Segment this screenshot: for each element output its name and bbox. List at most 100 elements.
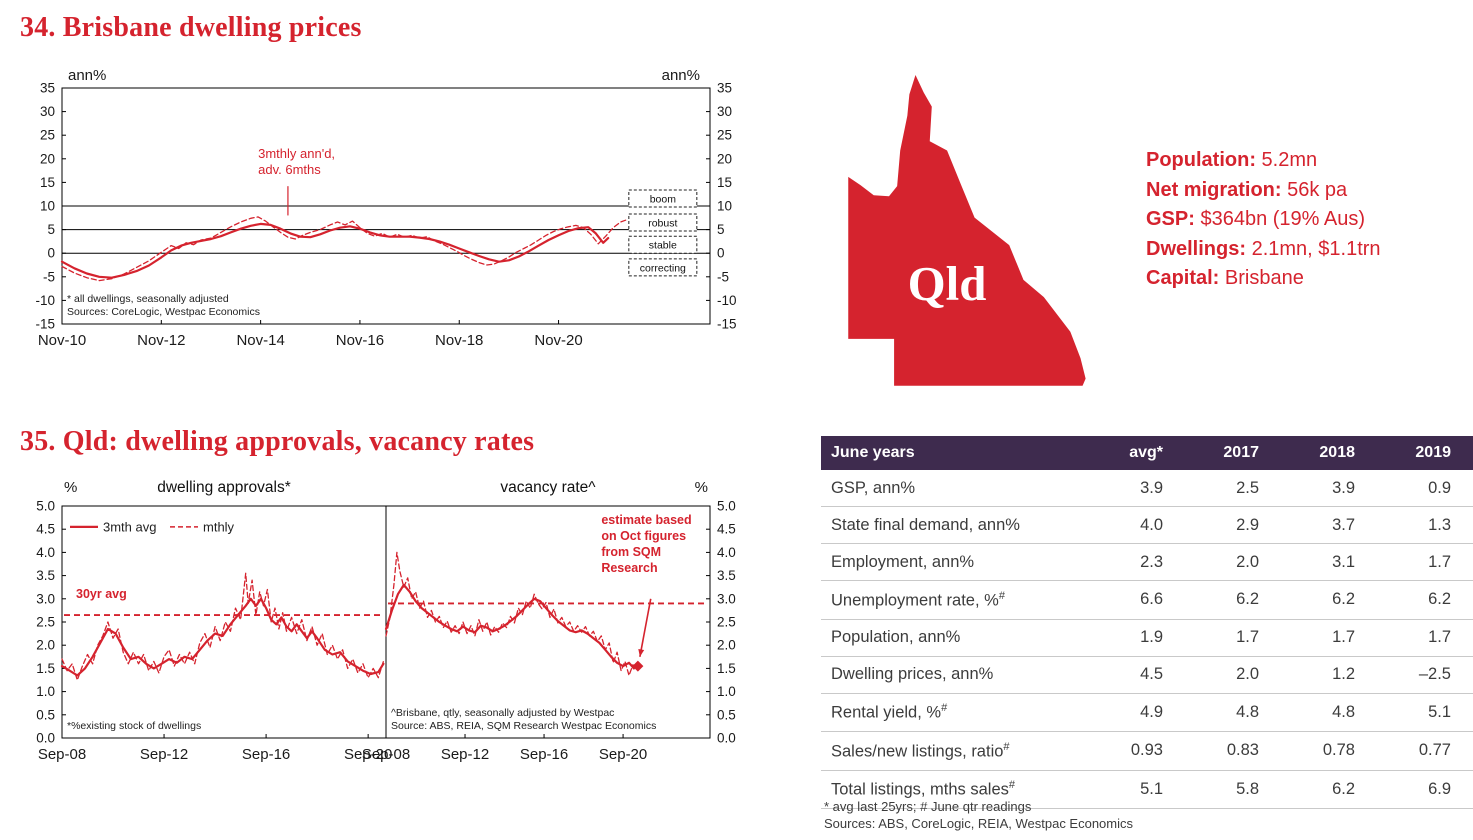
stat-line: Dwellings: 2.1mn, $1.1trn — [1146, 235, 1381, 265]
row-label: Population, ann% — [821, 619, 1075, 657]
row-value: 4.8 — [1171, 693, 1267, 732]
svg-text:on Oct figures: on Oct figures — [601, 529, 686, 543]
svg-text:Sep-12: Sep-12 — [441, 746, 489, 763]
svg-text:1.0: 1.0 — [36, 684, 55, 699]
svg-text:-5: -5 — [43, 269, 55, 284]
row-value: 2.0 — [1171, 543, 1267, 581]
column-header: 2019 — [1363, 436, 1459, 470]
row-value: 6.2 — [1171, 580, 1267, 620]
zone-label-box — [628, 235, 698, 254]
stat-line: Net migration: 56k pa — [1146, 176, 1381, 206]
svg-text:5.0: 5.0 — [36, 499, 55, 514]
row-value: 5.1 — [1363, 693, 1459, 732]
svg-text:Nov-18: Nov-18 — [435, 332, 483, 349]
row-value: 3.9 — [1075, 470, 1171, 507]
column-header: avg* — [1075, 436, 1171, 470]
stat-line: GSP: $364bn (19% Aus) — [1146, 205, 1381, 235]
row-value: 1.7 — [1363, 543, 1459, 581]
svg-text:2.0: 2.0 — [717, 638, 736, 653]
svg-text:3mth avg: 3mth avg — [103, 519, 156, 534]
svg-text:3mthly ann'd,: 3mthly ann'd, — [258, 146, 335, 161]
qld-map: Qld — [848, 75, 1086, 386]
svg-text:1.5: 1.5 — [717, 661, 736, 676]
row-value: 0.93 — [1075, 731, 1171, 771]
svg-text:0: 0 — [47, 246, 55, 261]
row-value: 5.1 — [1075, 770, 1171, 809]
svg-text:adv. 6mths: adv. 6mths — [258, 162, 321, 177]
svg-text:30: 30 — [40, 104, 55, 119]
row-value: 2.5 — [1171, 470, 1267, 507]
svg-text:20: 20 — [40, 151, 55, 166]
svg-text:5: 5 — [47, 222, 55, 237]
row-value: 1.7 — [1363, 619, 1459, 657]
svg-text:Nov-20: Nov-20 — [534, 332, 582, 349]
svg-text:Nov-12: Nov-12 — [137, 332, 185, 349]
row-value: 0.83 — [1171, 731, 1267, 771]
stat-label: GSP: — [1146, 208, 1201, 230]
svg-text:3.5: 3.5 — [717, 568, 736, 583]
row-value: 1.3 — [1363, 506, 1459, 544]
row-value: 4.8 — [1267, 693, 1363, 732]
row-label: Total listings, mths sales# — [821, 770, 1075, 809]
dashed-series-line — [61, 216, 627, 282]
svg-text:0.5: 0.5 — [36, 707, 55, 722]
svg-text:Sep-16: Sep-16 — [242, 746, 290, 763]
svg-text:2.5: 2.5 — [36, 615, 55, 630]
column-header: latest^ — [1459, 436, 1473, 470]
row-value: 2.3 — [1075, 543, 1171, 581]
svg-text:*%existing stock of dwellings: *%existing stock of dwellings — [67, 720, 201, 732]
row-label: Employment, ann% — [821, 543, 1075, 581]
column-header: 2018 — [1267, 436, 1363, 470]
row-value: 4.9 — [1075, 693, 1171, 732]
svg-text:Sep-12: Sep-12 — [140, 746, 188, 763]
row-value: 1.7 — [1267, 619, 1363, 657]
svg-text:0.0: 0.0 — [36, 731, 55, 746]
svg-text:mthly: mthly — [203, 519, 235, 534]
svg-text:-10: -10 — [717, 293, 737, 308]
svg-text:25: 25 — [717, 128, 732, 143]
row-value: 0.78 — [1267, 731, 1363, 771]
solid-series-line — [60, 597, 385, 677]
row-value: 0.77 — [1363, 731, 1459, 771]
svg-text:Sep-08: Sep-08 — [38, 746, 86, 763]
svg-text:-15: -15 — [35, 317, 55, 332]
stat-line: Capital: Brisbane — [1146, 264, 1381, 294]
svg-text:robust: robust — [648, 218, 677, 230]
svg-text:5.0: 5.0 — [717, 499, 736, 514]
row-value: 5.3 — [1459, 693, 1473, 732]
row-value: 1.2 — [1267, 656, 1363, 694]
svg-text:3.0: 3.0 — [36, 591, 55, 606]
svg-text:%: % — [64, 479, 77, 496]
row-value: 1.9 — [1075, 619, 1171, 657]
zone-label-box — [628, 213, 698, 232]
svg-text:Sources: CoreLogic, Westpac Ec: Sources: CoreLogic, Westpac Economics — [67, 306, 260, 318]
table-footnote-1: * avg last 25yrs; # June qtr readings — [824, 799, 1032, 814]
zone-label-box — [628, 189, 698, 208]
row-value: –0.1 — [1459, 506, 1473, 544]
svg-text:-10: -10 — [35, 293, 55, 308]
row-value: 1.7 — [1171, 619, 1267, 657]
svg-text:35: 35 — [40, 81, 55, 96]
svg-text:Sep-20: Sep-20 — [599, 746, 647, 763]
stat-value: Brisbane — [1224, 267, 1304, 289]
row-value: 3.5 — [1459, 656, 1473, 694]
table-row: Sales/new listings, ratio# 0.93 0.83 0.78 0.… — [821, 731, 1473, 771]
dashed-series-line — [385, 551, 634, 677]
stat-line: Population: 5.2mn — [1146, 146, 1381, 176]
svg-text:1.0: 1.0 — [717, 684, 736, 699]
stat-label: Dwellings: — [1146, 237, 1252, 260]
svg-text:correcting: correcting — [640, 262, 686, 274]
svg-text:from SQM: from SQM — [601, 545, 661, 559]
row-label: GSP, ann% — [821, 470, 1075, 507]
svg-text:Nov-10: Nov-10 — [38, 332, 86, 349]
svg-text:estimate based: estimate based — [601, 513, 691, 527]
row-value: 4.6 — [1459, 770, 1473, 809]
svg-text:-15: -15 — [717, 317, 737, 332]
row-value: 6.2 — [1267, 580, 1363, 620]
row-value: 4.5 — [1075, 656, 1171, 694]
svg-text:4.0: 4.0 — [36, 545, 55, 560]
svg-text:3.0: 3.0 — [717, 591, 736, 606]
dashed-series-line — [61, 572, 385, 681]
svg-text:2.0: 2.0 — [36, 638, 55, 653]
row-value: 5.8 — [1171, 770, 1267, 809]
